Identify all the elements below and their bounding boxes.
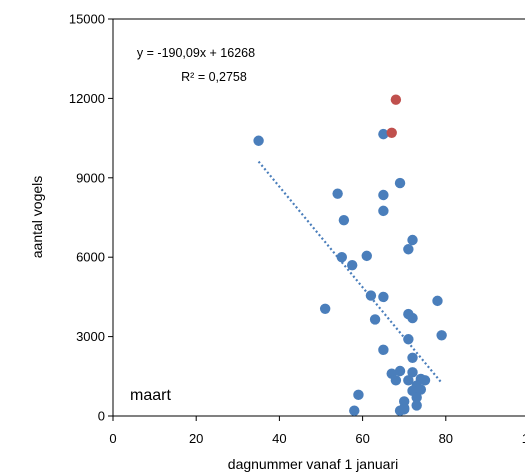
trendline-equation: y = -190,09x + 16268 — [137, 46, 255, 60]
data-point — [411, 392, 422, 403]
data-point — [319, 303, 331, 315]
data-point — [378, 128, 389, 140]
data-point — [407, 352, 418, 363]
r-squared-label: R² = 0,2758 — [181, 70, 247, 84]
x-tick-label: 80 — [439, 431, 453, 446]
data-point — [415, 384, 427, 395]
highlight-data-point — [386, 127, 397, 139]
y-tick-label: 9000 — [76, 170, 105, 185]
data-point — [407, 234, 418, 246]
x-tick-label: 10 — [522, 431, 525, 446]
data-point — [407, 312, 418, 324]
data-point — [390, 375, 402, 386]
data-point — [403, 375, 414, 386]
data-point — [338, 214, 350, 226]
y-tick-label: 15000 — [69, 12, 105, 27]
y-tick-label: 3000 — [76, 329, 105, 344]
data-point — [378, 205, 389, 217]
highlight-data-point — [390, 94, 402, 105]
trendline — [257, 160, 443, 384]
y-tick-label: 6000 — [76, 250, 105, 265]
data-point — [336, 252, 347, 263]
data-point — [361, 250, 372, 262]
data-point — [403, 334, 414, 345]
data-point — [349, 405, 360, 416]
data-point — [378, 344, 389, 356]
x-tick-label: 40 — [272, 431, 286, 446]
data-point — [365, 290, 377, 301]
x-axis-title: dagnummer vanaf 1 januari — [228, 456, 398, 472]
data-point — [394, 365, 406, 377]
data-point — [399, 404, 410, 415]
data-point — [253, 135, 264, 146]
axes: 0 3000 6000 9000 12000 15000 0 20 40 60 80 10 — [69, 12, 525, 446]
data-point — [378, 291, 389, 303]
data-point — [419, 375, 431, 386]
data-point — [347, 259, 358, 271]
data-point — [436, 330, 447, 341]
y-tick-label: 12000 — [69, 91, 105, 106]
y-axis-title: aantal vogels — [29, 176, 45, 259]
trendline-group — [257, 160, 443, 384]
data-point — [394, 177, 406, 189]
data-point — [332, 188, 343, 199]
y-tick-label: 0 — [98, 409, 105, 424]
data-point — [353, 389, 364, 401]
x-tick-label: 60 — [355, 431, 369, 446]
data-point — [411, 400, 422, 411]
data-point — [432, 295, 443, 307]
data-point — [369, 314, 381, 325]
data-points — [253, 94, 447, 416]
panel-label: maart — [130, 387, 171, 404]
data-point — [403, 244, 414, 255]
data-point — [407, 367, 418, 378]
data-point — [378, 189, 389, 201]
x-tick-label: 0 — [109, 431, 116, 446]
x-tick-label: 20 — [189, 431, 203, 446]
